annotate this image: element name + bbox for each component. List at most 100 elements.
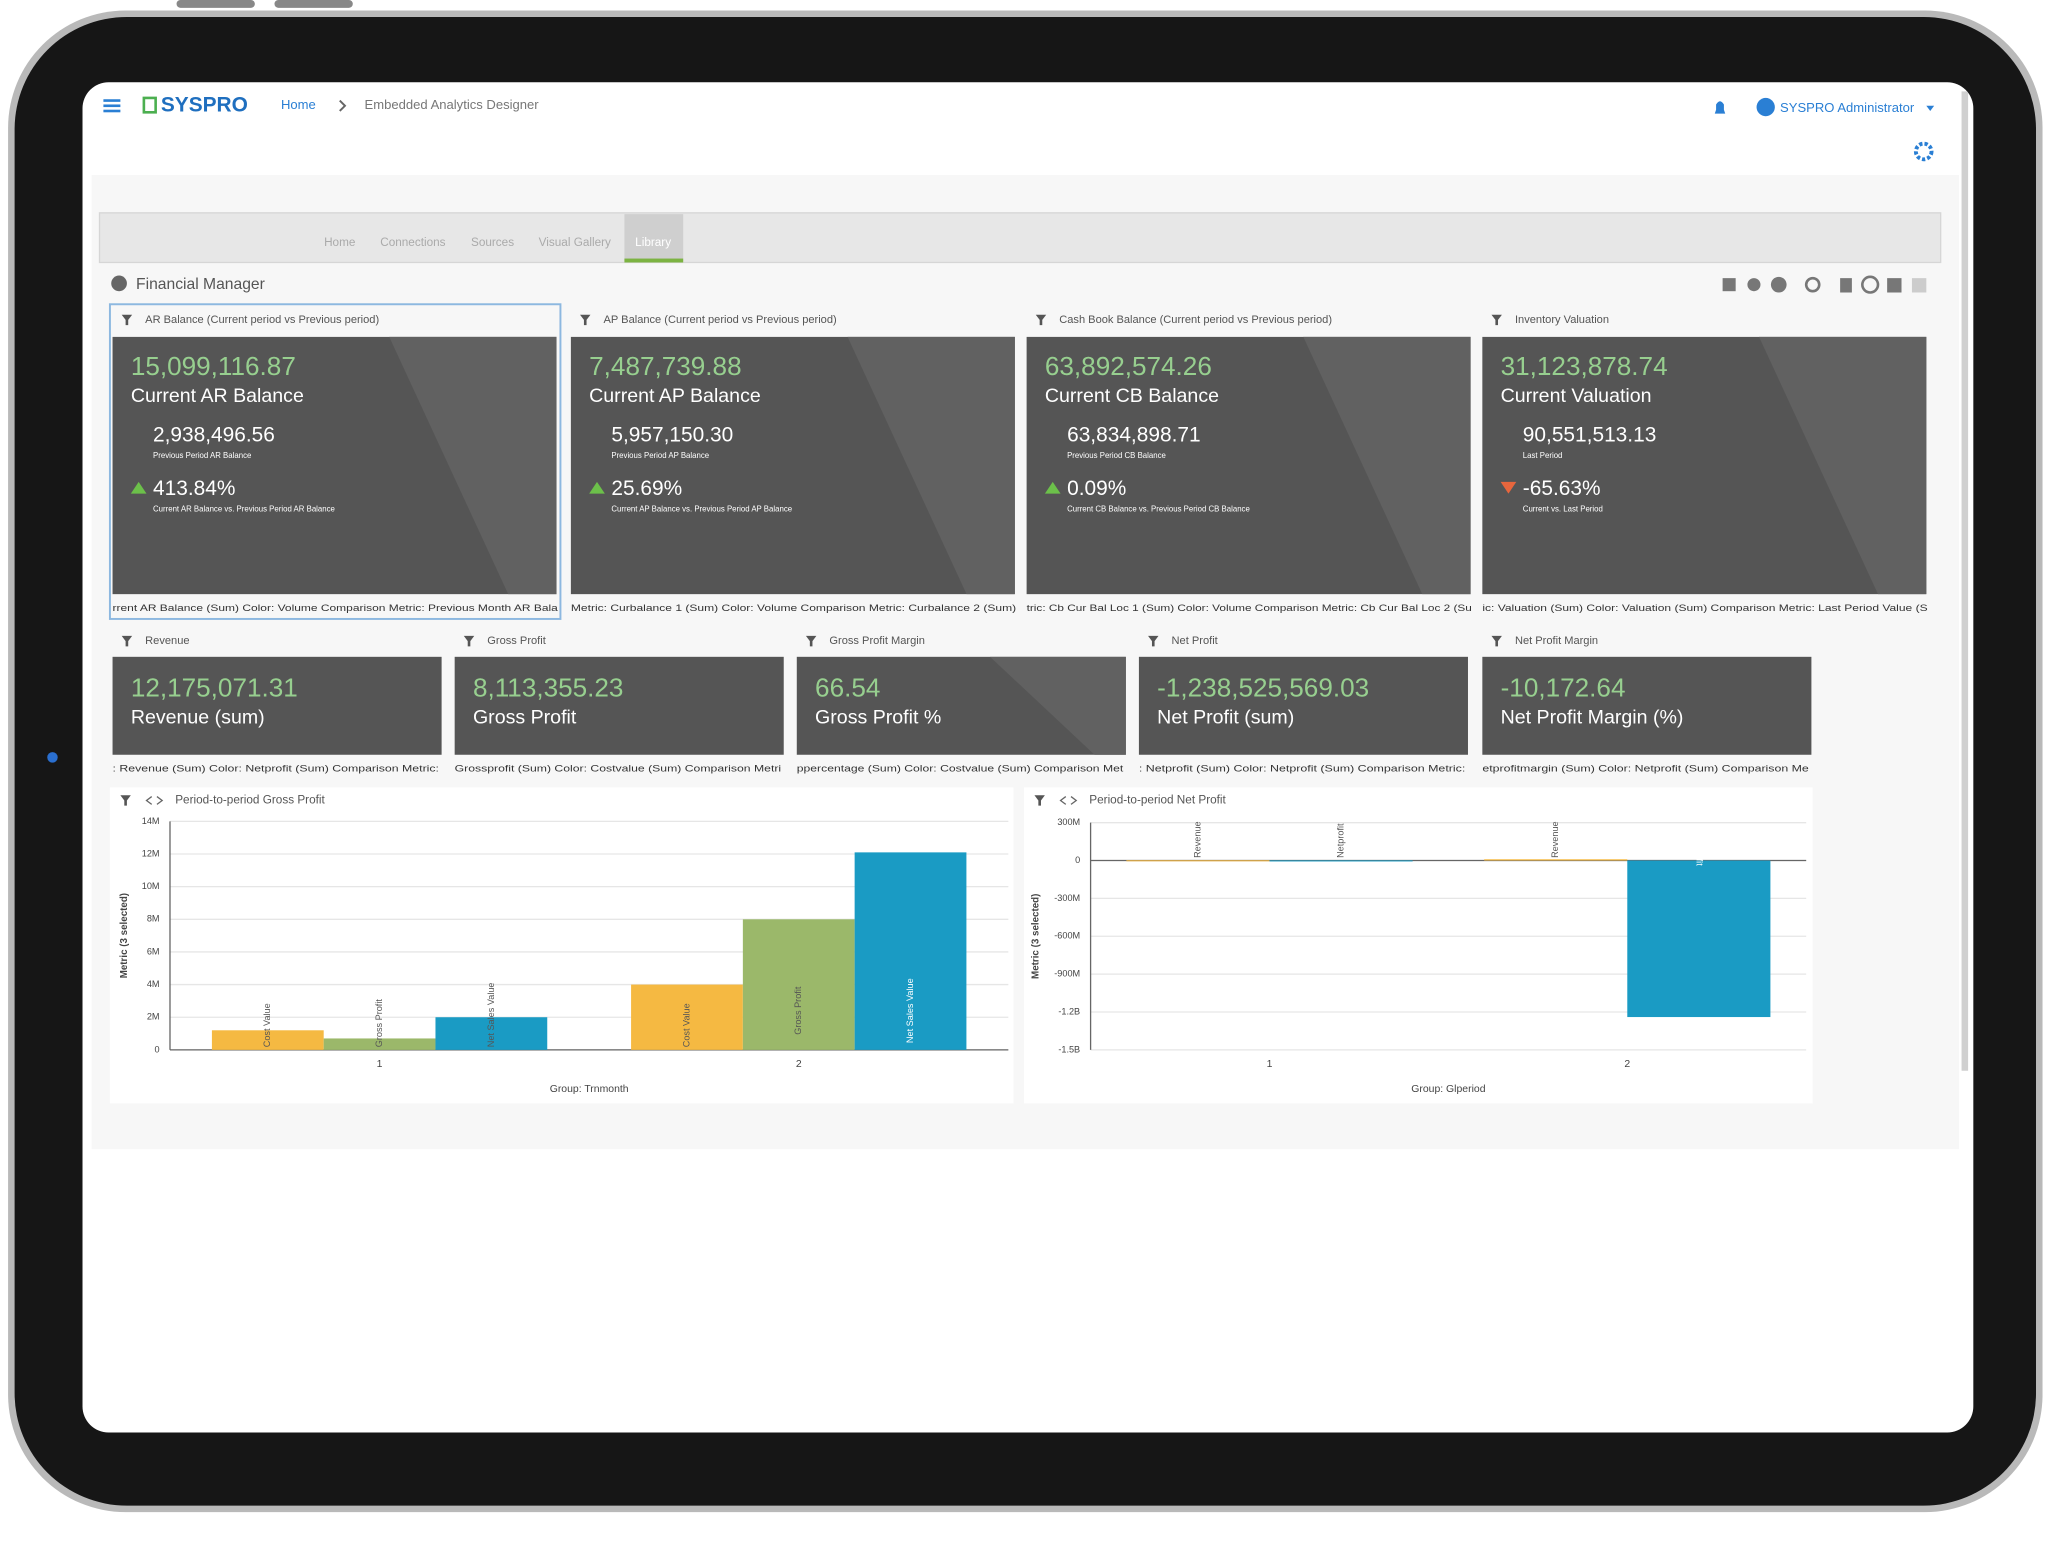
camera [47, 752, 58, 763]
arrow-down [1500, 481, 1517, 494]
kpi-change-label: Current vs. Last Period [1523, 504, 1603, 513]
card-title: Net Profit [1172, 635, 1218, 647]
kpi-value: 15,099,116.87 [131, 351, 296, 381]
card-value: 12,175,071.31 [131, 672, 298, 702]
bar-series-label: Netprofit [1694, 831, 1704, 866]
x-tick-label: 1 [377, 1059, 383, 1070]
toolbar-button[interactable] [1804, 276, 1821, 293]
filter-icon[interactable] [1148, 635, 1159, 647]
filter-icon[interactable] [1034, 795, 1045, 806]
filter-icon[interactable] [1035, 314, 1047, 326]
chart: Period-to-period Gross Profit 0 2M 4M 6M 8M 10… [109, 787, 1014, 1104]
settings[interactable] [1913, 141, 1934, 162]
card-value: -10,172.64 [1501, 672, 1626, 702]
logo[interactable]: SYSPRO [161, 93, 248, 116]
tab[interactable]: Connections [380, 236, 445, 249]
kpi-previous: 5,957,150.30 [611, 424, 733, 447]
dashboard-icon [111, 275, 127, 292]
kpi-change: 413.84% [153, 477, 235, 500]
metric-card: Gross Profit Margin 66.54 Gross Profit % pp… [796, 635, 1126, 774]
y-tick-label: 6M [147, 946, 160, 956]
metric-card: Net Profit Margin -10,172.64 Net Profit Ma… [1482, 635, 1812, 774]
filter-icon[interactable] [463, 635, 475, 647]
kpi-value: 7,487,739.88 [589, 351, 741, 381]
bar-series-label: Cost Value [262, 1003, 272, 1047]
app: SYSPRO Home Embedded Analytics Designer … [91, 91, 1969, 1150]
bar [854, 852, 967, 1050]
x-axis-title: Group: Trnmonth [550, 1084, 629, 1095]
notifications[interactable] [1714, 101, 1726, 114]
filter-icon[interactable] [1491, 635, 1502, 647]
breadcrumb-link[interactable]: Home [281, 97, 316, 112]
dashboard-title: Financial Manager [136, 276, 265, 293]
toolbar-button[interactable] [1887, 278, 1902, 293]
tab[interactable]: Visual Gallery [539, 236, 611, 249]
x-axis-title: Group: Glperiod [1411, 1084, 1485, 1095]
y-tick-label: -1.5B [1058, 1044, 1080, 1054]
charts: Period-to-period Gross Profit02M4M6M8M10… [109, 787, 1813, 1104]
kpi-previous: 63,834,898.71 [1067, 424, 1201, 447]
tablet-button [274, 0, 353, 8]
card-title: AR Balance (Current period vs Previous p… [145, 314, 379, 326]
cards: AR Balance (Current period vs Previous p… [108, 303, 1928, 774]
y-tick-label: 0 [154, 1044, 159, 1054]
user-avatar[interactable] [1756, 97, 1775, 117]
filter-icon[interactable] [120, 795, 131, 806]
kpi-card: AR Balance (Current period vs Previous p… [108, 303, 562, 620]
filter-icon[interactable] [1491, 314, 1502, 326]
bar-series-label: Netprofit [1335, 823, 1345, 858]
kpi-change-label: Current AP Balance vs. Previous Period A… [611, 504, 792, 513]
card-shade [1303, 336, 1471, 595]
bar-series-label: Revenue [1192, 821, 1202, 858]
card-footer: Grossprofit (Sum) Color: Costvalue (Sum)… [455, 764, 781, 774]
tab[interactable]: Home [324, 236, 356, 249]
bar [435, 1017, 548, 1050]
filter-icon[interactable] [121, 635, 133, 647]
y-tick-label: 300M [1057, 817, 1080, 827]
card-title: Gross Profit Margin [829, 635, 924, 647]
card-title: AP Balance (Current period vs Previous p… [604, 314, 837, 326]
kpi-previous-label: Previous Period AR Balance [153, 451, 251, 460]
kpi-previous: 2,938,496.56 [153, 424, 275, 447]
bar [211, 1030, 324, 1050]
breadcrumb-separator [339, 99, 347, 112]
user-menu[interactable]: SYSPRO Administrator [1780, 100, 1915, 115]
y-tick-label: 0 [1075, 855, 1080, 865]
toolbar-button[interactable] [1861, 275, 1880, 294]
kpi-card: Inventory Valuation 31,123,878.74 Current … [1482, 314, 1927, 613]
kpi-value-label: Current AR Balance [131, 385, 304, 407]
card-footer: : Revenue (Sum) Color: Netprofit (Sum) C… [113, 764, 439, 774]
chart-title: Period-to-period Net Profit [1089, 794, 1226, 807]
card-body [1138, 656, 1468, 755]
breadcrumb-current: Embedded Analytics Designer [365, 97, 540, 112]
card-shade [389, 336, 557, 595]
kpi-change-label: Current AR Balance vs. Previous Period A… [153, 504, 335, 513]
card-body [112, 656, 442, 755]
tab-active-bg [624, 214, 684, 262]
chart-code-icon [1059, 796, 1078, 805]
scrollbar[interactable] [1961, 91, 1969, 1071]
filter-icon[interactable] [580, 314, 591, 326]
filter-icon[interactable] [805, 635, 817, 647]
toolbar-button[interactable] [1722, 278, 1736, 292]
toolbar-button[interactable] [1747, 278, 1761, 292]
card-body [454, 656, 784, 755]
card-shade [847, 336, 1015, 595]
toolbar-button[interactable] [1840, 278, 1852, 293]
filter-icon[interactable] [121, 314, 133, 326]
arrow-up [1044, 481, 1061, 494]
tab[interactable]: Library [635, 236, 671, 249]
user-menu-caret[interactable] [1926, 105, 1935, 111]
kpi-previous-label: Previous Period CB Balance [1067, 451, 1166, 460]
card-footer: ppercentage (Sum) Color: Costvalue (Sum)… [797, 764, 1124, 774]
selection-border [108, 303, 562, 620]
chart: Period-to-period Net Profit 300M 0 -300M -60… [1024, 787, 1813, 1104]
metric-card: Net Profit -1,238,525,569.03 Net Profit (s… [1138, 635, 1468, 774]
toolbar-button[interactable] [1770, 276, 1787, 293]
kpi-card: AP Balance (Current period vs Previous p… [570, 314, 1016, 613]
tab-active-underline [624, 258, 684, 263]
hamburger-menu[interactable] [103, 99, 121, 113]
tab[interactable]: Sources [471, 236, 514, 249]
toolbar-button[interactable] [1911, 278, 1927, 293]
